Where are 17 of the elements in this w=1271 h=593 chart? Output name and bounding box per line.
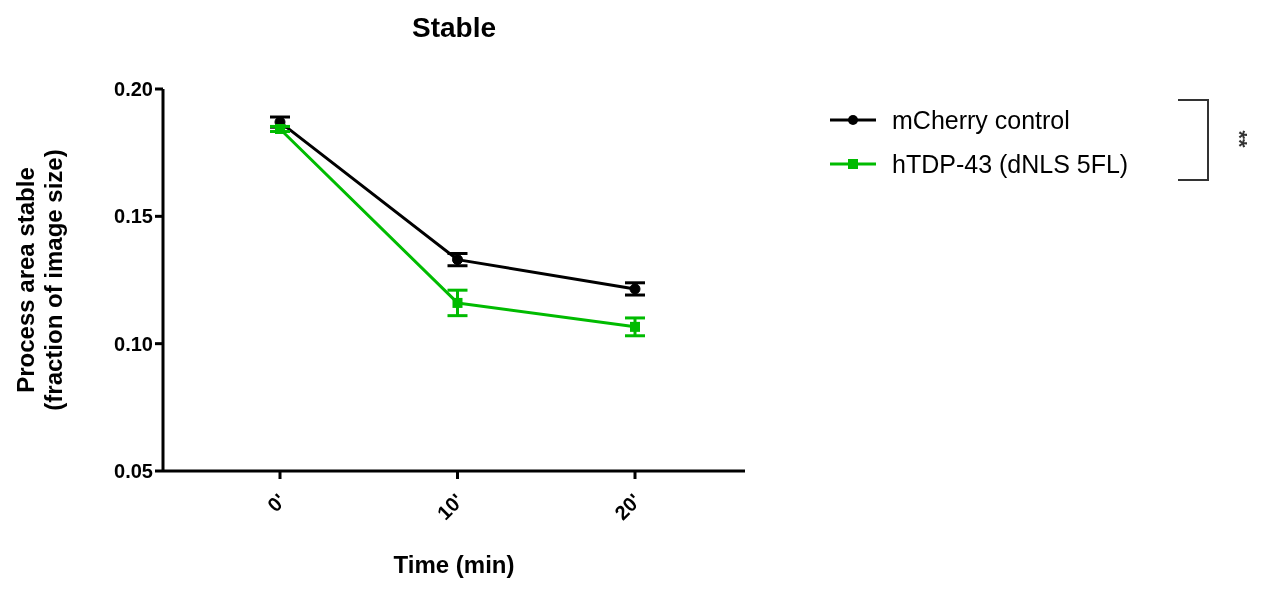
chart-title: Stable — [411, 12, 497, 44]
point — [629, 283, 641, 295]
x-tick-label: 10' — [432, 489, 468, 524]
x-tick-label: 0' — [263, 489, 290, 517]
x-axis-title: Time (min) — [393, 551, 515, 578]
point — [452, 254, 463, 266]
y-tick-label: 0.20 — [114, 78, 153, 101]
y-tick-label: 0.05 — [114, 460, 153, 483]
x-tick-label: 20' — [610, 489, 645, 524]
point — [630, 321, 640, 332]
y-axis-title: Process area stable (fraction of image size) — [11, 149, 68, 411]
text: ** — [1225, 130, 1252, 148]
legend-label: mCherry control — [892, 105, 1070, 135]
y-tick-label: 0.15 — [114, 205, 153, 228]
legend-label: hTDP-43 (dNLS 5FL) — [892, 149, 1129, 179]
point — [452, 297, 463, 308]
y-tick-label: 0.10 — [114, 332, 153, 355]
